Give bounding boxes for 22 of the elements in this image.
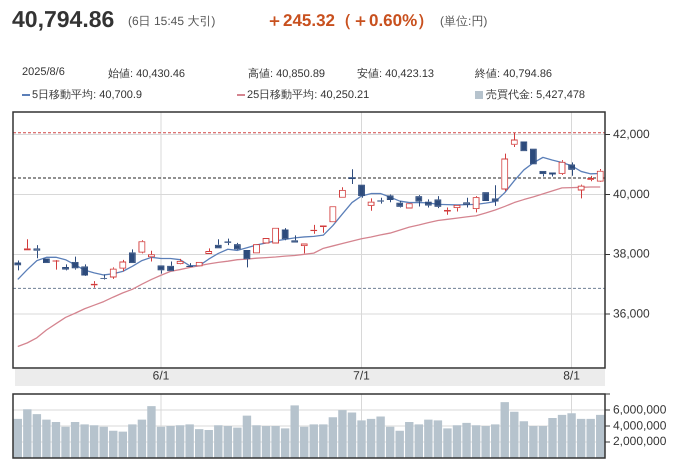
y-tick-label: 42,000: [613, 126, 650, 141]
y-tick-label: 2,000,000: [613, 434, 667, 448]
chart-title: 40,794.86: [12, 6, 114, 33]
y-tick-label: 40,000: [613, 186, 650, 201]
text: (6日 15:45 大引): [128, 13, 216, 30]
x-tick-label: 6/1: [152, 368, 170, 383]
text: 2025/8/6: [22, 66, 65, 78]
y-tick-label: 36,000: [613, 306, 650, 320]
text: 終値: 40,794.86: [475, 67, 552, 81]
legend-label: 5日移動平均: 40,700.9: [32, 88, 142, 102]
text: (単位:円): [440, 13, 488, 30]
text: ＋245.32（＋0.60%）: [266, 10, 434, 32]
text: 安値: 40,423.13: [357, 66, 434, 81]
y-tick-label: 4,000,000: [613, 418, 667, 432]
y-tick-label: 38,000: [613, 246, 650, 261]
legend-label: 25日移動平均: 40,250.21: [247, 88, 370, 102]
text: 高値: 40,850.89: [248, 66, 326, 81]
legend-label: 売買代金: 5,427,478: [486, 88, 586, 102]
x-tick-label: 8/1: [563, 368, 580, 383]
text: 始値: 40,430.46: [108, 67, 186, 81]
x-tick-label: 7/1: [353, 368, 370, 383]
y-tick-label: 6,000,000: [613, 402, 667, 416]
